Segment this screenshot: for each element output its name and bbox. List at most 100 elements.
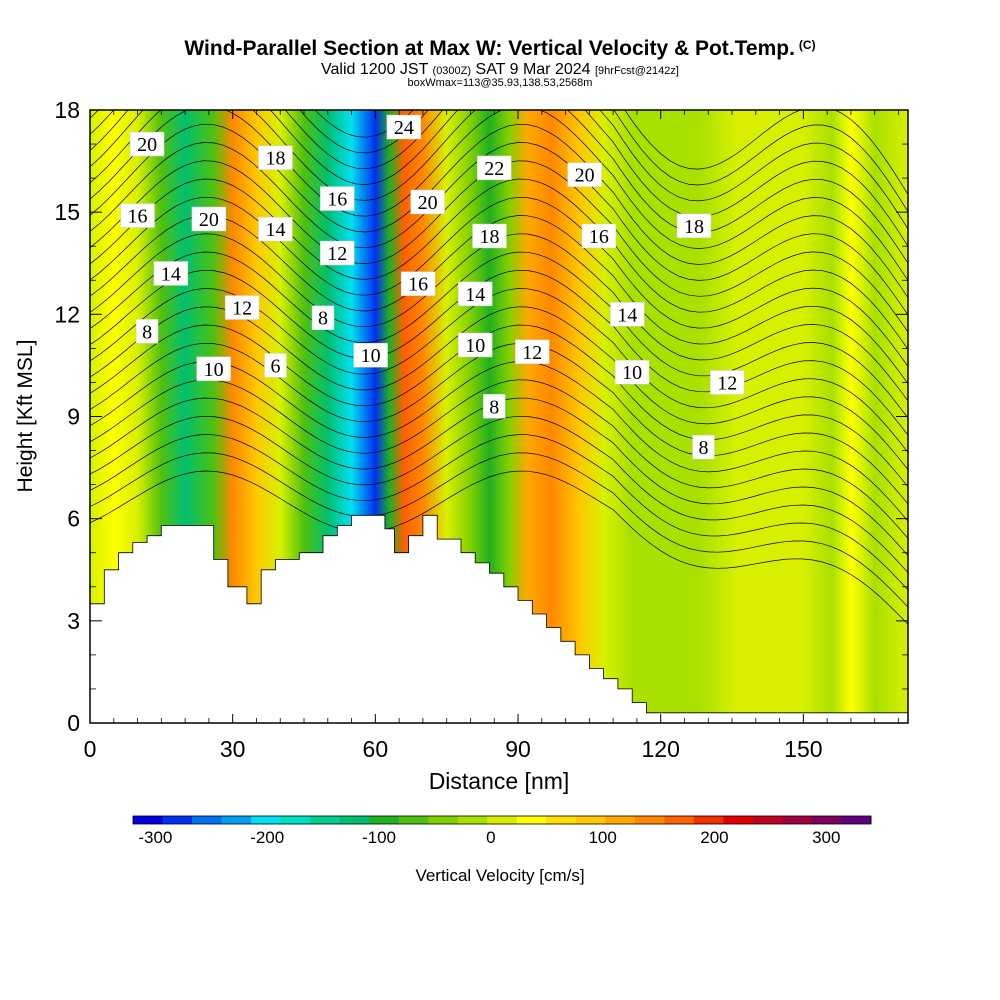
contour-label-box <box>457 332 493 358</box>
contour-label: 8 <box>482 394 506 419</box>
contour-label-text: 20 <box>199 209 219 231</box>
contour-label-text: 10 <box>465 335 485 357</box>
contour-label-text: 14 <box>465 284 485 306</box>
contour-label-text: 12 <box>522 342 542 364</box>
contour-label-text: 18 <box>265 148 285 170</box>
copyright-mark: (C) <box>798 38 816 52</box>
theta-contour-line <box>90 324 908 488</box>
colorbar-tick-label: 300 <box>812 828 840 847</box>
colorbar-swatch <box>133 816 164 824</box>
contour-label-box <box>258 145 293 170</box>
contour-label-box <box>264 353 287 378</box>
y-tick-label: 18 <box>54 97 80 123</box>
colorbar-swatch <box>811 816 842 824</box>
colorbar-tick-label: -100 <box>362 828 396 847</box>
contour-label: 12 <box>710 370 745 395</box>
contour-label: 24 <box>386 114 422 140</box>
theta-contour-line <box>90 215 908 384</box>
x-tick-label: 30 <box>220 736 246 762</box>
contour-label: 14 <box>610 302 645 327</box>
theta-contour-line <box>90 251 908 419</box>
theta-contour-line <box>90 452 908 608</box>
y-axis-label: Height [Kft MSL] <box>14 340 37 493</box>
contour-label-text: 18 <box>479 226 499 248</box>
contour-label-text: 20 <box>137 134 157 156</box>
colorbar-swatch <box>457 816 488 824</box>
contour-label: 8 <box>692 434 715 460</box>
contour-label: 14 <box>457 281 493 307</box>
contour-label-text: 8 <box>318 308 328 330</box>
theta-contour-line <box>90 123 908 298</box>
contour-label-text: 14 <box>617 304 637 326</box>
contour-labels: 20 16 14 8 20 18 14 12 10 6 16 12 8 10 24 20 16 22 18 14 10 1… <box>120 114 745 460</box>
contour-label: 22 <box>476 155 512 181</box>
colorbar-swatch <box>162 816 193 824</box>
contour-label: 18 <box>258 145 293 170</box>
contour-label: 10 <box>196 356 231 382</box>
colorbar-swatch <box>782 816 813 824</box>
contour-label-text: 8 <box>489 396 499 418</box>
colorbar-swatch <box>369 816 400 824</box>
colorbar-swatch <box>487 816 518 824</box>
y-tick-label: 12 <box>54 301 80 327</box>
contour-label: 10 <box>353 342 388 368</box>
y-tick-label: 9 <box>67 404 80 430</box>
contour-label: 8 <box>311 305 335 330</box>
theta-contour-line <box>90 434 908 591</box>
theta-contours <box>90 110 908 625</box>
contour-label-text: 16 <box>589 226 609 248</box>
contour-label: 12 <box>515 339 550 365</box>
contour-label: 16 <box>400 271 436 296</box>
contour-label: 16 <box>320 186 355 211</box>
colorbar-swatch <box>398 816 429 824</box>
theta-contour-line <box>90 415 908 573</box>
contour-label-box <box>320 240 355 266</box>
contour-label: 14 <box>258 216 293 242</box>
y-tick-label: 3 <box>67 608 80 634</box>
contour-label-box <box>258 216 293 242</box>
y-tick-label: 6 <box>67 506 80 532</box>
colorbar-swatch <box>221 816 252 824</box>
contour-label-box <box>476 155 512 181</box>
theta-contour-line <box>90 110 908 247</box>
contour-label-box <box>224 295 260 320</box>
chart-subtitle: Valid 1200 JST (0300Z) SAT 9 Mar 2024 [9… <box>321 61 679 78</box>
colorbar-tick-label: 0 <box>486 828 495 847</box>
colorbar-swatch <box>339 816 370 824</box>
contour-label-box <box>311 305 335 330</box>
contour-label: 20 <box>191 206 227 232</box>
colorbar-swatch <box>605 816 636 824</box>
contour-label-box <box>676 213 712 239</box>
contour-label: 18 <box>676 213 712 239</box>
contour-label-text: 16 <box>408 274 428 296</box>
colorbar-swatch <box>575 816 606 824</box>
colorbar-tick-label: -300 <box>138 828 172 847</box>
colorbar-tick-label: -200 <box>250 828 284 847</box>
contour-label: 14 <box>153 261 189 286</box>
theta-contour-line <box>90 178 908 350</box>
contour-label-box <box>191 206 227 232</box>
y-tick-label: 15 <box>54 199 80 225</box>
theta-contour-line <box>90 110 908 230</box>
contour-label-text: 10 <box>361 345 381 367</box>
contour-label-box <box>472 223 507 249</box>
contour-label: 18 <box>472 223 507 249</box>
colorbar-swatch <box>723 816 754 824</box>
colorbar-swatch <box>280 816 311 824</box>
contour-label: 12 <box>224 295 260 320</box>
colorbar-frame <box>132 815 872 825</box>
contour-label-text: 16 <box>327 189 347 211</box>
terrain-mask <box>90 514 908 723</box>
contour-label: 12 <box>320 240 355 266</box>
theta-contour-line <box>90 470 908 625</box>
theta-contour-line <box>90 110 908 212</box>
box-info: boxWmax=113@35.93,138.53,2568m <box>407 77 593 89</box>
x-tick-label: 0 <box>84 736 97 762</box>
contour-label-box <box>610 302 645 327</box>
contour-label-text: 22 <box>484 158 504 180</box>
contour-label-box <box>153 261 189 286</box>
contour-label-box <box>353 342 388 368</box>
contour-label: 16 <box>581 223 617 249</box>
colorbar-swatch <box>634 816 665 824</box>
contour-label: 10 <box>614 359 650 385</box>
